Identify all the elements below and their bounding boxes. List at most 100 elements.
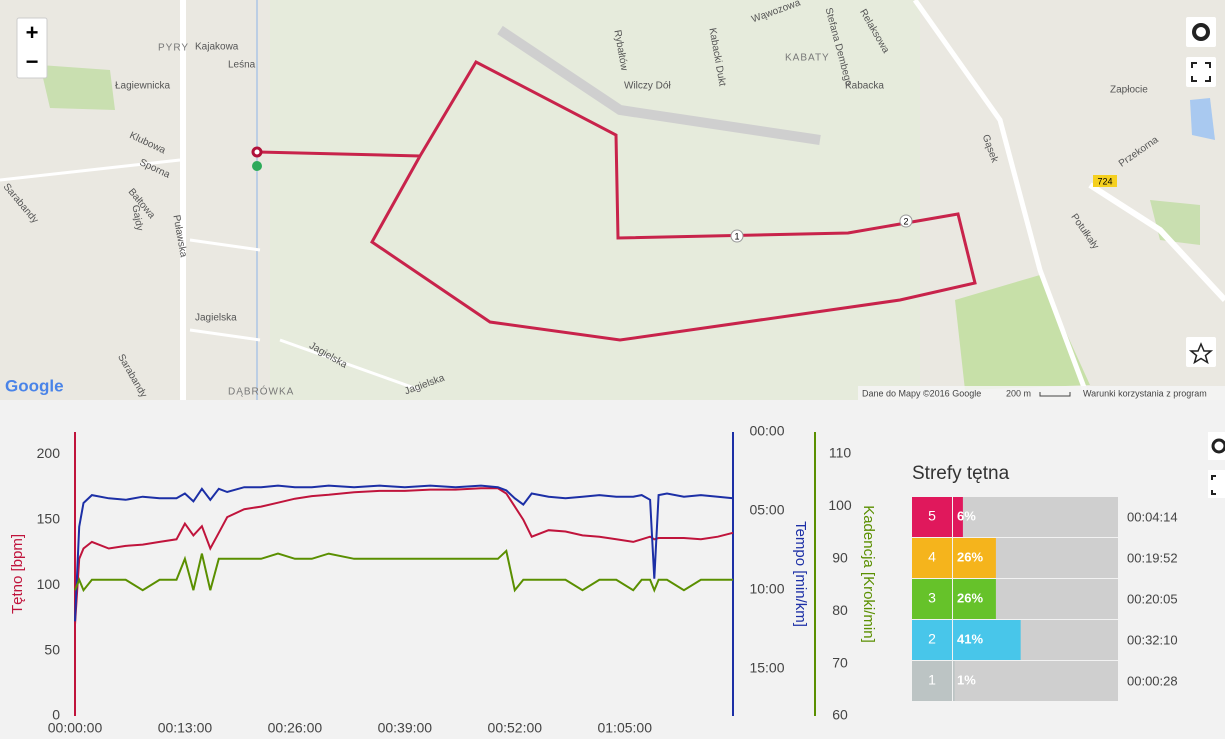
km-marker [899,214,913,228]
km-label: 2 [903,216,908,226]
zone-percent: 6% [957,508,976,523]
depot [497,25,821,145]
road [912,0,1088,391]
y2-tick-label: 05:00 [749,502,784,518]
settings-button[interactable] [1208,432,1225,460]
map-label: Gajdy [129,204,144,232]
zoom-in[interactable]: + [26,20,39,45]
start-marker [252,161,262,171]
fullscreen-button[interactable] [1186,57,1216,87]
finish-marker [251,146,263,158]
zone-label: 4 [928,549,936,565]
zone-bar [953,538,996,578]
map[interactable]: 1 2 PYRY Kajakowa Leśna Łagiewnicka Klub… [0,0,1225,400]
park [955,275,1090,390]
gear-icon [1211,438,1225,454]
y3-tick-label: 90 [832,550,848,566]
zone-label: 3 [928,590,936,606]
zone-time: 00:00:28 [1127,673,1178,688]
scale-label: 200 m [1006,388,1031,398]
y3-tick-label: 80 [832,602,848,618]
y-tick-label: 200 [37,445,61,461]
map-label: Leśna [228,60,256,71]
series-line [74,548,733,593]
zone-percent: 41% [957,631,983,646]
favorite-button[interactable] [1186,337,1216,367]
field [270,0,920,400]
attribution-bar [858,386,1225,400]
zone-swatch [912,538,952,578]
y3-tick-label: 60 [832,707,848,723]
x-tick-label: 00:00:00 [48,720,103,736]
axis-title: Kadencja [Kroki/min] [860,505,877,643]
y2-tick-label: 15:00 [749,659,784,675]
map-label: DĄBRÓWKA [228,385,294,398]
zone-swatch [912,620,952,660]
km-marker [730,229,744,243]
park [40,65,115,110]
zone-swatch [912,661,952,701]
x-tick-label: 00:39:00 [378,720,433,736]
road [0,158,421,392]
zone-time: 00:04:14 [1127,509,1178,524]
y3-tick-label: 110 [829,445,852,461]
google-logo: Google [5,376,64,395]
map-label: Wilczy Dół [624,81,671,92]
fullscreen-icon [1211,475,1216,495]
zoom-control [16,17,48,79]
km-label: 1 [734,231,739,241]
map-label: Zapłocie [1110,85,1148,96]
y-tick-label: 0 [52,707,60,723]
zone-time: 00:32:10 [1127,632,1178,647]
road-shield [1093,175,1117,187]
series-line [74,484,734,622]
scale-bar [1039,392,1071,397]
zone-track [953,661,1118,701]
route [257,60,977,342]
zone-time: 00:20:05 [1127,591,1178,606]
terms[interactable]: Warunki korzystania z program [1083,388,1207,398]
zone-label: 5 [928,508,936,524]
attribution: Dane do Mapy ©2016 Google [862,388,981,398]
chart-panel: 0 50 100 150 200 00:00 05:00 10:00 15:00 60 70 80 90… [0,400,1225,739]
y3-tick-label: 70 [832,654,848,670]
zone-track [953,497,1118,537]
map-label: PYRY [158,43,189,54]
y-tick-label: 50 [44,641,60,657]
x-tick-label: 00:52:00 [488,720,543,736]
axis-title: Tętno [bpm] [9,534,26,614]
map-label: Jagielska [195,313,237,324]
map-label: KABATY [785,53,830,64]
road [1088,182,1225,303]
zone-label: 2 [928,631,936,647]
settings-button[interactable] [1186,17,1216,47]
zone-swatch [912,579,952,619]
zoom-out[interactable]: − [26,49,39,74]
map-label: Kajakowa [195,42,239,53]
y-tick-label: 150 [37,510,61,526]
y2-tick-label: 00:00 [749,423,784,439]
zones-title: Strefy tętna [912,463,1010,484]
fullscreen-button[interactable] [1208,470,1225,498]
zone-swatch [912,497,952,537]
y3-tick-label: 100 [828,497,852,513]
y-tick-label: 100 [37,576,61,592]
zone-time: 00:19:52 [1127,550,1178,565]
zone-percent: 1% [957,672,976,687]
zone-bar [953,497,963,537]
map-label: Kabacka [845,81,884,92]
zone-percent: 26% [957,590,983,605]
gear-icon [1192,23,1210,41]
axis-title: Tempo [min/km] [792,521,809,627]
lake [1190,98,1215,140]
zone-bar [953,579,996,619]
zone-percent: 26% [957,549,983,564]
x-tick-label: 00:13:00 [158,720,213,736]
map-label: 724 [1097,176,1112,186]
star-icon [1188,342,1214,365]
map-label: Łagiewnicka [115,81,170,92]
zone-label: 1 [928,672,936,688]
fullscreen-icon [1191,62,1211,82]
x-tick-label: 00:26:00 [268,720,323,736]
